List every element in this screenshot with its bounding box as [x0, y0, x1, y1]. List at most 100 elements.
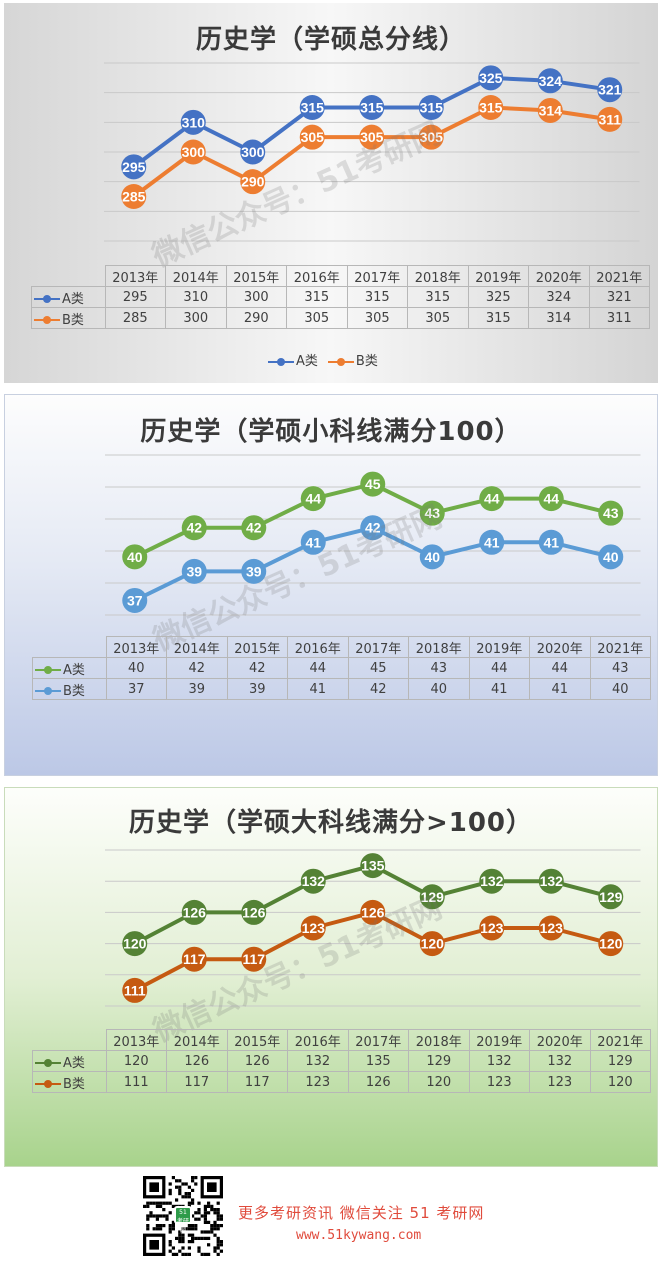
- data-label: 290: [241, 174, 265, 190]
- data-point: [598, 884, 624, 910]
- table-column-header: 2020年: [528, 265, 590, 287]
- data-label: 44: [543, 491, 559, 507]
- table-cell: 43: [589, 657, 651, 679]
- data-point: [121, 154, 147, 180]
- data-label: 120: [421, 936, 445, 952]
- table-cell: 45: [347, 657, 409, 679]
- data-label: 39: [246, 563, 262, 579]
- table-cell: 315: [286, 286, 348, 308]
- data-point: [299, 95, 325, 120]
- table-column-header: 2019年: [468, 1029, 530, 1051]
- series-key-icon: [35, 1080, 61, 1088]
- table-cell: 43: [408, 657, 470, 679]
- series-name: A类: [63, 662, 85, 678]
- data-point: [122, 977, 148, 1003]
- table-column-header: 2021年: [589, 636, 651, 658]
- data-point: [537, 97, 563, 123]
- data-label: 295: [122, 159, 146, 175]
- table-header-row: 2013年 2014年 2015年 2016年 2017年 2018年 2019年 2020年…: [32, 265, 650, 287]
- table-cell: 42: [166, 657, 228, 679]
- data-table: 2013年 2014年 2015年 2016年 2017年 2018年 2019年 2020年…: [32, 636, 651, 700]
- table-cell: 290: [225, 307, 287, 329]
- data-label: 129: [421, 889, 445, 905]
- data-label: 285: [122, 189, 146, 205]
- series-key-icon: [34, 316, 60, 324]
- data-point: [598, 931, 624, 957]
- table-row: A类 40 42 42 44 45 43 44 44 43: [32, 657, 651, 679]
- table-cell: 315: [346, 286, 408, 308]
- series-key-icon: [35, 687, 61, 695]
- table-cell: 44: [468, 657, 530, 679]
- data-label: 315: [420, 100, 444, 116]
- data-label: 111: [124, 982, 146, 998]
- table-column-header: 2021年: [589, 1029, 651, 1051]
- data-label: 305: [301, 129, 325, 145]
- data-label: 37: [127, 592, 143, 608]
- data-label: 310: [182, 114, 206, 130]
- table-cell: 117: [166, 1071, 228, 1093]
- chart-title: 历史学（学硕大科线满分>100）: [128, 808, 534, 838]
- table-cell: 117: [226, 1071, 288, 1093]
- table-cell: 37: [105, 678, 167, 700]
- series-name: B类: [63, 683, 85, 699]
- qr-code-pattern: [143, 1176, 223, 1256]
- data-point: [538, 486, 564, 512]
- data-label: 44: [484, 491, 500, 507]
- data-point: [181, 515, 207, 541]
- data-point: [478, 95, 504, 120]
- data-point: [419, 884, 445, 910]
- data-point: [538, 915, 564, 941]
- table-column-header: 2014年: [165, 265, 227, 287]
- qr-code[interactable]: 51 考研网: [143, 1176, 223, 1256]
- chart-legend: A类 B类: [268, 350, 388, 369]
- data-point: [359, 124, 385, 150]
- data-point: [418, 95, 444, 120]
- data-point: [479, 868, 505, 894]
- table-column-header: 2016年: [286, 265, 348, 287]
- table-cell: 315: [467, 307, 529, 329]
- table-corner: [32, 266, 106, 287]
- table-cell: 126: [347, 1071, 409, 1093]
- data-label: 129: [599, 889, 623, 905]
- data-label: 123: [540, 920, 564, 936]
- series-key-icon: [35, 666, 61, 674]
- data-label: 123: [480, 920, 504, 936]
- data-label: 311: [598, 111, 621, 127]
- chart-title: 历史学（学硕小科线满分100）: [140, 417, 522, 447]
- data-label: 324: [539, 73, 563, 89]
- legend-key-icon: [268, 357, 294, 366]
- data-point: [181, 899, 207, 925]
- data-label: 325: [479, 70, 503, 86]
- data-label: 123: [302, 920, 326, 936]
- data-label: 44: [305, 491, 321, 507]
- table-column-header: 2017年: [347, 636, 409, 658]
- data-point: [241, 899, 267, 925]
- table-column-header: 2017年: [347, 1029, 409, 1051]
- data-point: [419, 544, 445, 570]
- table-cell: 44: [287, 657, 349, 679]
- series-key-icon: [35, 1059, 61, 1067]
- table-header-row: 2013年 2014年 2015年 2016年 2017年 2018年 2019年 2020年…: [33, 636, 651, 658]
- table-cell: 325: [467, 286, 529, 308]
- data-label: 41: [543, 534, 559, 550]
- table-row: B类 37 39 39 41 42 40 41 41 40: [32, 678, 651, 700]
- table-cell: 42: [347, 678, 409, 700]
- legend-item: B类: [327, 350, 378, 369]
- data-point: [180, 109, 206, 135]
- table-cell: 39: [226, 678, 288, 700]
- data-point: [181, 946, 207, 972]
- table-row-header: A类: [32, 657, 107, 679]
- table-cell: 40: [589, 678, 651, 700]
- table-column-header: 2018年: [408, 1029, 470, 1051]
- table-cell: 120: [105, 1050, 167, 1072]
- data-label: 39: [186, 563, 202, 579]
- chart-panel-minor-subject: 历史学（学硕小科线满分100） 40 42 42 44 45 43 44 44 43 37 39 39…: [4, 394, 658, 776]
- data-point: [300, 868, 326, 894]
- data-label: 314: [539, 102, 563, 118]
- line-plot: 295 310 300 315 315 315 325 324 321 285 300 290 305 3…: [104, 62, 640, 242]
- table-cell: 295: [104, 286, 166, 308]
- table-corner: [33, 1030, 107, 1051]
- table-column-header: 2015年: [226, 636, 288, 658]
- data-label: 40: [603, 549, 619, 565]
- footer-website-link[interactable]: www.51kywang.com: [296, 1228, 422, 1243]
